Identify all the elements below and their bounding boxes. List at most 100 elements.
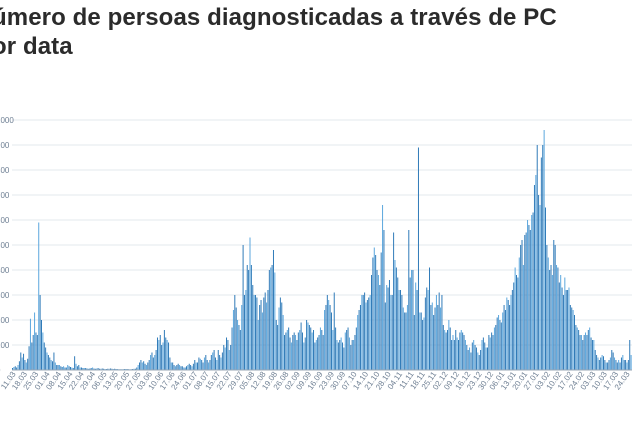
bar xyxy=(441,295,443,370)
bar xyxy=(299,330,301,370)
bar xyxy=(359,305,361,370)
bar xyxy=(191,366,193,370)
bar xyxy=(46,352,48,370)
bar xyxy=(61,367,63,370)
bar xyxy=(445,332,447,370)
bar xyxy=(388,280,390,370)
bar xyxy=(85,368,87,370)
bar xyxy=(242,245,244,370)
bar xyxy=(329,305,331,370)
bar xyxy=(78,365,80,370)
bar xyxy=(484,342,486,370)
bar xyxy=(362,295,364,370)
bar xyxy=(365,302,367,370)
bar xyxy=(52,361,54,370)
bar xyxy=(557,267,559,370)
bar xyxy=(477,352,479,370)
bar xyxy=(308,325,310,370)
bar xyxy=(300,322,302,370)
bar xyxy=(503,305,505,370)
bar xyxy=(330,312,332,370)
bar xyxy=(409,277,411,370)
bar xyxy=(419,312,421,370)
bar xyxy=(467,350,469,370)
bar xyxy=(76,366,78,370)
bar xyxy=(159,335,161,370)
bar xyxy=(47,355,49,370)
bar xyxy=(292,335,294,370)
bar xyxy=(560,275,562,370)
bar xyxy=(177,363,179,370)
bar xyxy=(141,362,143,370)
bar xyxy=(538,195,540,370)
bar xyxy=(366,300,368,370)
bar xyxy=(328,300,330,370)
bar xyxy=(416,290,418,370)
bar xyxy=(275,320,277,370)
bar xyxy=(281,302,283,370)
bar xyxy=(571,307,573,370)
bar xyxy=(553,240,555,370)
bar xyxy=(150,355,152,370)
bar xyxy=(422,320,424,370)
bar xyxy=(326,295,328,370)
bar xyxy=(335,327,337,370)
bar xyxy=(324,310,326,370)
bar xyxy=(181,366,183,370)
bar xyxy=(18,361,20,370)
bar xyxy=(625,360,627,370)
bar xyxy=(306,320,308,370)
bar xyxy=(56,365,58,370)
bar xyxy=(226,337,228,370)
bar xyxy=(54,362,56,370)
bar xyxy=(34,312,36,370)
bar xyxy=(108,368,110,370)
bar xyxy=(475,347,477,370)
bar xyxy=(517,277,519,370)
bar xyxy=(321,330,323,370)
bar xyxy=(504,310,506,370)
bar xyxy=(386,285,388,370)
bar xyxy=(539,205,541,370)
bar xyxy=(231,327,233,370)
bar xyxy=(451,340,453,370)
bar xyxy=(217,350,219,370)
bar xyxy=(97,368,99,370)
bar xyxy=(259,305,261,370)
bar xyxy=(533,185,535,370)
bar xyxy=(303,342,305,370)
bar xyxy=(424,297,426,370)
bar xyxy=(589,327,591,370)
bar xyxy=(32,335,34,370)
bar xyxy=(29,318,31,370)
bar xyxy=(348,337,350,370)
bar xyxy=(301,332,303,370)
bar xyxy=(605,362,607,370)
bar xyxy=(318,335,320,370)
bar xyxy=(556,265,558,370)
bar xyxy=(433,315,435,370)
bar xyxy=(139,362,141,370)
bar xyxy=(364,292,366,370)
bar xyxy=(43,342,45,370)
bar xyxy=(297,332,299,370)
bar xyxy=(311,332,313,370)
bar xyxy=(489,337,491,370)
bar xyxy=(278,307,280,370)
bar xyxy=(623,360,625,370)
bar xyxy=(250,265,252,370)
bar xyxy=(462,332,464,370)
bar xyxy=(554,245,556,370)
bar xyxy=(42,332,44,370)
bar xyxy=(252,285,254,370)
bar xyxy=(390,295,392,370)
bar xyxy=(198,357,200,370)
bar xyxy=(274,272,276,370)
bar xyxy=(163,330,165,370)
bar xyxy=(564,277,566,370)
bar xyxy=(620,357,622,370)
bar xyxy=(401,295,403,370)
bar xyxy=(604,360,606,370)
bar xyxy=(234,295,236,370)
